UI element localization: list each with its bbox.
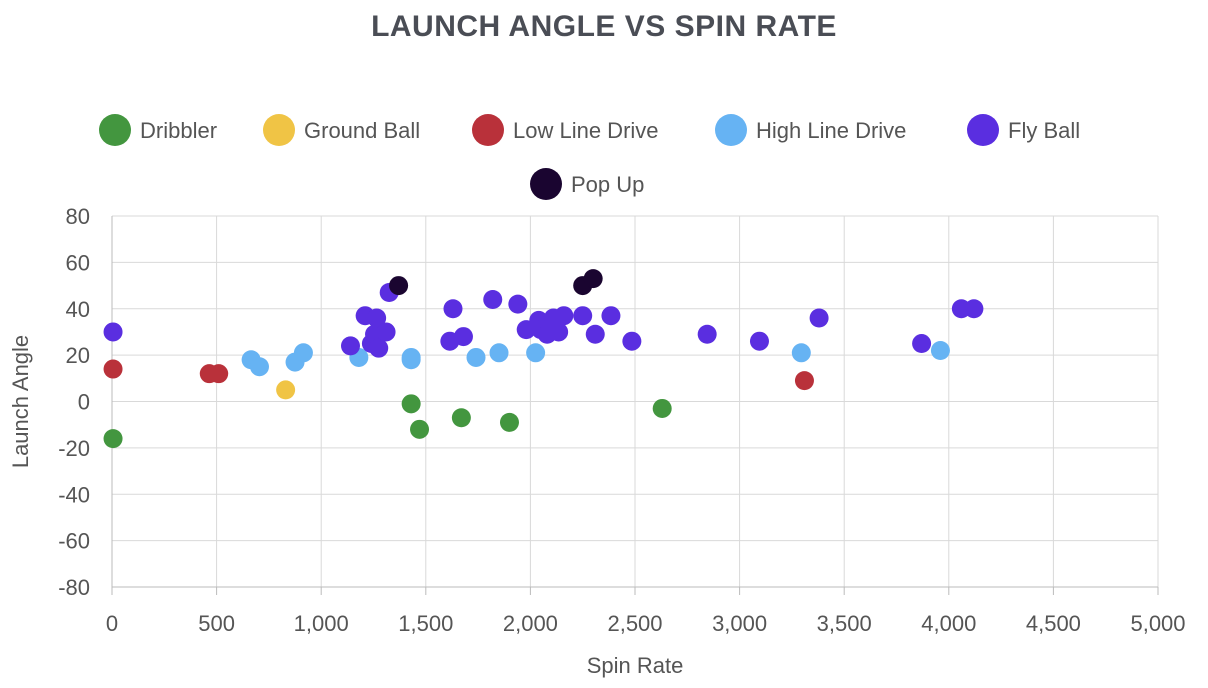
x-tick-label: 0 <box>106 611 118 636</box>
point-fly-ball <box>340 336 360 356</box>
point-dribbler <box>652 398 672 418</box>
point-dribbler <box>410 419 430 439</box>
point-fly-ball <box>573 306 593 326</box>
point-low-line-drive <box>103 359 123 379</box>
point-fly-ball <box>964 299 984 319</box>
point-high-line-drive <box>401 350 421 370</box>
legend-marker-low-line-drive <box>472 114 504 146</box>
legend-label-high-line-drive: High Line Drive <box>756 118 906 143</box>
x-tick-label: 4,000 <box>921 611 976 636</box>
y-tick-label: -80 <box>58 575 90 600</box>
point-low-line-drive <box>209 364 229 384</box>
point-dribbler <box>451 408 471 428</box>
point-high-line-drive <box>466 347 486 367</box>
point-fly-ball <box>103 322 123 342</box>
y-tick-label: -40 <box>58 482 90 507</box>
point-fly-ball <box>549 322 569 342</box>
x-tick-label: 2,000 <box>503 611 558 636</box>
legend-marker-fly-ball <box>967 114 999 146</box>
x-tick-label: 5,000 <box>1130 611 1185 636</box>
y-tick-label: 80 <box>66 204 90 229</box>
point-fly-ball <box>622 331 642 351</box>
x-tick-label: 500 <box>198 611 235 636</box>
point-fly-ball <box>376 322 396 342</box>
point-fly-ball <box>554 306 574 326</box>
x-tick-label: 4,500 <box>1026 611 1081 636</box>
point-fly-ball <box>809 308 829 328</box>
y-tick-label: 0 <box>78 390 90 415</box>
y-tick-label: -20 <box>58 436 90 461</box>
point-fly-ball <box>483 289 503 309</box>
legend-label-fly-ball: Fly Ball <box>1008 118 1080 143</box>
legend-label-ground-ball: Ground Ball <box>304 118 420 143</box>
x-axis-title: Spin Rate <box>587 653 684 678</box>
point-fly-ball <box>697 324 717 344</box>
point-high-line-drive <box>791 343 811 363</box>
point-dribbler <box>103 429 123 449</box>
point-high-line-drive <box>249 357 269 377</box>
point-pop-up <box>583 269 603 289</box>
point-low-line-drive <box>794 371 814 391</box>
point-high-line-drive <box>526 343 546 363</box>
point-fly-ball <box>367 308 387 328</box>
legend-marker-ground-ball <box>263 114 295 146</box>
legend-label-low-line-drive: Low Line Drive <box>513 118 659 143</box>
point-fly-ball <box>369 338 389 358</box>
chart-title: LAUNCH ANGLE VS SPIN RATE <box>371 10 837 43</box>
legend-marker-dribbler <box>99 114 131 146</box>
y-tick-label: 20 <box>66 343 90 368</box>
point-high-line-drive <box>930 340 950 360</box>
x-tick-label: 3,500 <box>817 611 872 636</box>
legend-marker-high-line-drive <box>715 114 747 146</box>
y-tick-label: 40 <box>66 297 90 322</box>
y-axis-title: Launch Angle <box>8 335 33 468</box>
point-high-line-drive <box>489 343 509 363</box>
x-tick-label: 1,000 <box>294 611 349 636</box>
legend-marker-pop-up <box>530 168 562 200</box>
legend-label-pop-up: Pop Up <box>571 172 644 197</box>
point-fly-ball <box>585 324 605 344</box>
y-tick-label: 60 <box>66 250 90 275</box>
x-tick-label: 2,500 <box>607 611 662 636</box>
point-dribbler <box>401 394 421 414</box>
point-fly-ball <box>749 331 769 351</box>
point-fly-ball <box>601 306 621 326</box>
point-dribbler <box>499 412 519 432</box>
y-tick-label: -60 <box>58 529 90 554</box>
point-ground-ball <box>276 380 296 400</box>
point-fly-ball <box>912 334 932 354</box>
legend-label-dribbler: Dribbler <box>140 118 217 143</box>
point-pop-up <box>389 276 409 296</box>
point-fly-ball <box>508 294 528 314</box>
point-high-line-drive <box>293 343 313 363</box>
x-tick-label: 3,000 <box>712 611 767 636</box>
point-fly-ball <box>443 299 463 319</box>
x-tick-label: 1,500 <box>398 611 453 636</box>
point-fly-ball <box>453 327 473 347</box>
